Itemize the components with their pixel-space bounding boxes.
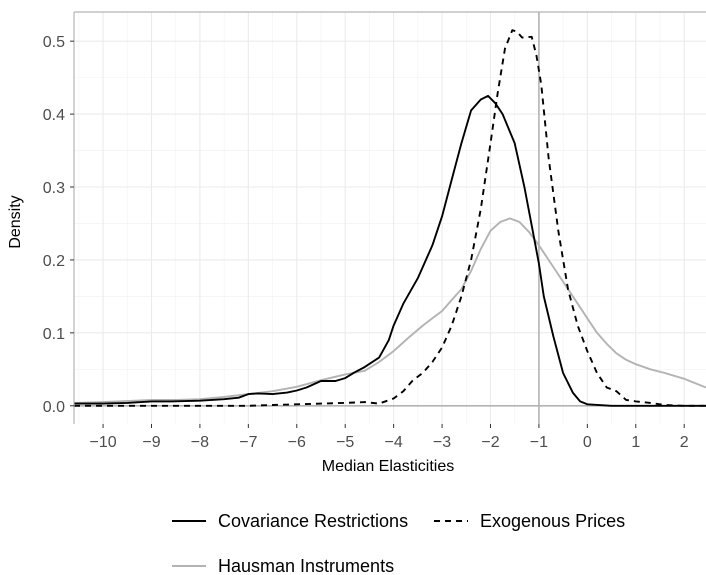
x-tick-label: 2 — [680, 434, 689, 451]
x-tick-label: 1 — [631, 434, 640, 451]
legend-label: Covariance Restrictions — [218, 511, 408, 531]
y-tick-label: 0.4 — [43, 107, 65, 124]
series-line-covariance-restrictions — [74, 94, 706, 407]
x-tick-label: −3 — [433, 434, 451, 451]
legend-label: Hausman Instruments — [218, 556, 394, 575]
y-tick-label: 0.1 — [43, 326, 65, 343]
x-axis-title: Median Elasticities — [322, 458, 455, 475]
x-tick-label: −10 — [89, 434, 116, 451]
series-line-exogenous-prices — [74, 29, 706, 407]
grid-major — [74, 12, 706, 424]
series-line-hausman-instruments — [73, 217, 706, 404]
x-tick-label: −6 — [288, 434, 306, 451]
series-layer — [73, 29, 706, 407]
x-tick-label: −4 — [385, 434, 403, 451]
x-tick-label: 0 — [583, 434, 592, 451]
axes-layer — [73, 11, 706, 424]
x-tick-label: −8 — [191, 434, 209, 451]
axis-titles: Median Elasticities Density — [7, 195, 454, 475]
x-tick-label: −1 — [530, 434, 548, 451]
tick-labels: −10 −9 −8 −7 −6 −5 −4 −3 −2 −1 0 1 20.00.10.20.30.40… — [43, 34, 689, 451]
grid-minor — [74, 12, 706, 424]
y-axis-title: Density — [7, 195, 24, 248]
y-tick-label: 0.5 — [43, 34, 65, 51]
x-tick-label: −9 — [142, 434, 160, 451]
x-tick-label: −7 — [239, 434, 257, 451]
y-tick-label: 0.3 — [43, 180, 65, 197]
y-tick-label: 0.2 — [43, 253, 65, 270]
x-tick-label: −5 — [336, 434, 354, 451]
legend-label: Exogenous Prices — [480, 511, 625, 531]
reference-lines — [74, 12, 706, 424]
legend: Covariance Restrictions Exogenous Prices H… — [172, 511, 625, 575]
y-tick-label: 0.0 — [43, 399, 65, 416]
x-tick-label: −2 — [481, 434, 499, 451]
